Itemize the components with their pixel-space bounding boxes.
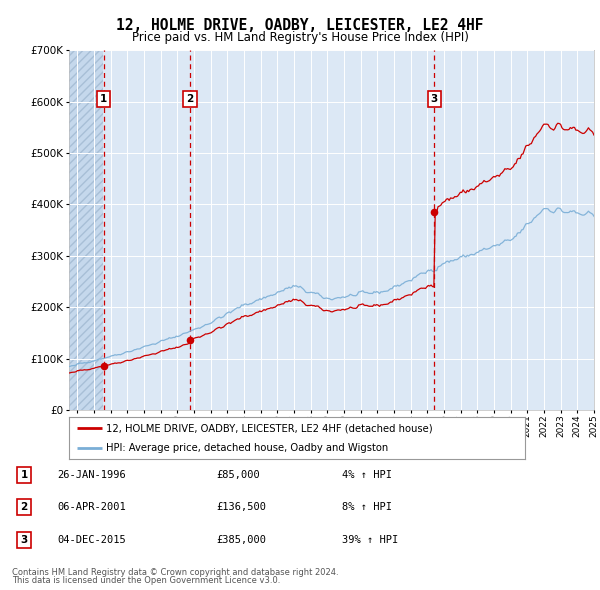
Text: 1: 1 (100, 94, 107, 104)
Text: £85,000: £85,000 (216, 470, 260, 480)
Text: 1: 1 (20, 470, 28, 480)
Text: Contains HM Land Registry data © Crown copyright and database right 2024.: Contains HM Land Registry data © Crown c… (12, 568, 338, 577)
Text: 4% ↑ HPI: 4% ↑ HPI (342, 470, 392, 480)
Text: £385,000: £385,000 (216, 535, 266, 545)
Text: 04-DEC-2015: 04-DEC-2015 (57, 535, 126, 545)
Bar (69, 50, 103, 410)
Text: 2: 2 (20, 503, 28, 512)
Text: 3: 3 (20, 535, 28, 545)
Text: 3: 3 (431, 94, 438, 104)
Text: 2: 2 (187, 94, 194, 104)
Text: 12, HOLME DRIVE, OADBY, LEICESTER, LE2 4HF (detached house): 12, HOLME DRIVE, OADBY, LEICESTER, LE2 4… (106, 424, 433, 434)
Text: 26-JAN-1996: 26-JAN-1996 (57, 470, 126, 480)
Text: 39% ↑ HPI: 39% ↑ HPI (342, 535, 398, 545)
Text: 12, HOLME DRIVE, OADBY, LEICESTER, LE2 4HF: 12, HOLME DRIVE, OADBY, LEICESTER, LE2 4… (116, 18, 484, 32)
Bar (69, 50, 103, 410)
Text: 06-APR-2001: 06-APR-2001 (57, 503, 126, 512)
Text: HPI: Average price, detached house, Oadby and Wigston: HPI: Average price, detached house, Oadb… (106, 443, 389, 453)
Text: This data is licensed under the Open Government Licence v3.0.: This data is licensed under the Open Gov… (12, 576, 280, 585)
Text: Price paid vs. HM Land Registry's House Price Index (HPI): Price paid vs. HM Land Registry's House … (131, 31, 469, 44)
Text: £136,500: £136,500 (216, 503, 266, 512)
Text: 8% ↑ HPI: 8% ↑ HPI (342, 503, 392, 512)
